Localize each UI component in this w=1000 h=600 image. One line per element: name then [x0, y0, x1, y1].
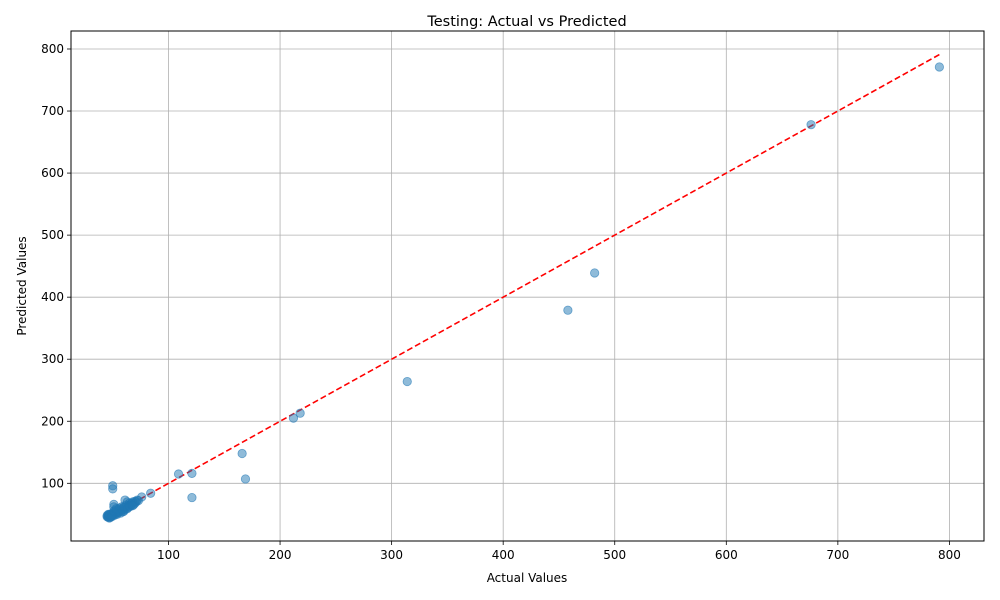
- scatter-point: [295, 408, 305, 418]
- scatter-point: [563, 305, 573, 315]
- y-tick-label: 500: [41, 228, 64, 242]
- x-tick-label: 800: [938, 548, 961, 562]
- scatter-point: [934, 62, 944, 72]
- y-tick-label: 400: [41, 290, 64, 304]
- y-tick-label: 200: [41, 414, 64, 428]
- y-tick-label: 100: [41, 476, 64, 490]
- x-tick-label: 700: [826, 548, 849, 562]
- y-tick-label: 600: [41, 166, 64, 180]
- scatter-point: [187, 492, 197, 503]
- scatter-point: [108, 484, 118, 494]
- x-tick-label: 300: [380, 548, 403, 562]
- scatter-point: [402, 376, 412, 387]
- x-tick-label: 200: [269, 548, 292, 562]
- y-axis-ticks: 100 200 300 400 500 600 700 800: [41, 42, 71, 490]
- scatter-point: [237, 448, 247, 459]
- scatter-point: [590, 268, 600, 278]
- scatter-point: [146, 488, 156, 498]
- chart-title: Testing: Actual vs Predicted: [426, 14, 626, 30]
- x-tick-label: 100: [157, 548, 180, 562]
- x-tick-label: 400: [492, 548, 515, 562]
- y-axis-title: Predicted Values: [15, 236, 29, 335]
- data-points: [102, 62, 944, 523]
- scatter-point: [128, 501, 138, 511]
- y-tick-label: 300: [41, 352, 64, 366]
- x-tick-label: 500: [603, 548, 626, 562]
- scatter-point: [187, 468, 197, 478]
- y-tick-label: 700: [41, 104, 64, 118]
- reference-line: [107, 53, 940, 518]
- reference-line-group: [107, 53, 940, 518]
- scatter-point: [173, 469, 184, 479]
- x-tick-label: 600: [715, 548, 738, 562]
- scatter-point: [240, 474, 251, 484]
- grid-lines: [71, 31, 984, 541]
- y-tick-label: 800: [41, 42, 64, 56]
- plot-frame: [70, 30, 985, 542]
- scatter-point: [806, 120, 816, 130]
- scatter-point: [288, 413, 299, 423]
- x-axis-title: Actual Values: [487, 571, 568, 585]
- x-axis-ticks: 100 200 300 400 500 600 700 800: [157, 541, 961, 562]
